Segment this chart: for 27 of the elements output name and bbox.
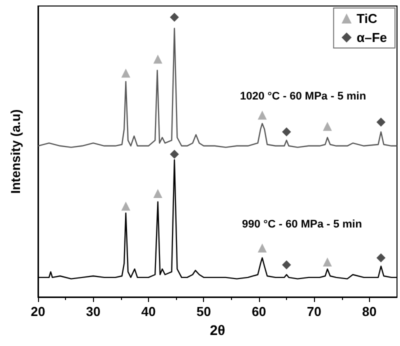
point [282, 127, 292, 136]
point [170, 12, 179, 22]
x-tick-label: 50 [196, 304, 211, 319]
y-axis-title: Intensity (a.u) [8, 109, 23, 194]
point [376, 253, 386, 262]
point [121, 202, 130, 211]
legend-label: α–Fe [356, 30, 388, 45]
point [170, 150, 179, 159]
annotation: 990 °C - 60 MPa - 5 min [242, 218, 362, 230]
point [322, 258, 332, 267]
annotation: 1020 °C - 60 MPa - 5 min [240, 90, 366, 102]
x-axis-title: 2θ [210, 322, 226, 338]
point [258, 110, 267, 120]
legend-label: TiC [356, 11, 378, 26]
x-tick-label: 80 [362, 304, 377, 319]
x-tick-label: 20 [30, 304, 46, 319]
x-tick-label: 60 [252, 304, 266, 319]
point [376, 118, 386, 127]
point [322, 122, 332, 131]
point [282, 260, 292, 270]
x-tick-label: 30 [86, 304, 100, 319]
point [258, 244, 267, 253]
x-tick-label: 40 [141, 304, 156, 319]
point [121, 68, 130, 78]
x-tick-label: 70 [306, 304, 322, 319]
point [153, 188, 162, 198]
point [153, 54, 162, 64]
